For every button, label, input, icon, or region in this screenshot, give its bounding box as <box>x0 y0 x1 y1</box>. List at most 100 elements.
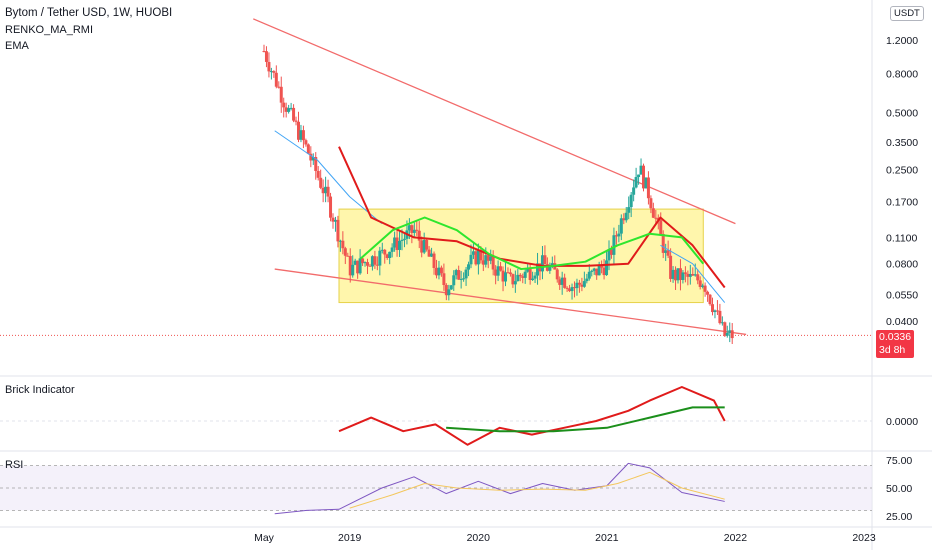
candle-body <box>605 260 609 276</box>
candle-body <box>526 268 530 272</box>
candle-body <box>390 247 394 252</box>
candle-body <box>711 304 714 313</box>
candle-body <box>343 248 347 256</box>
candle-body <box>637 174 641 178</box>
candle-body <box>471 251 475 255</box>
candle-body <box>444 285 448 296</box>
candle-body <box>688 273 692 277</box>
time-tick-label: 2021 <box>595 532 619 544</box>
candle-body <box>304 140 308 145</box>
candle-body <box>659 220 663 234</box>
candle-body <box>718 310 722 324</box>
candle-body <box>274 72 278 87</box>
candle-body <box>644 177 648 189</box>
rsi-line <box>274 462 725 515</box>
candle-body <box>469 254 473 265</box>
candle-body <box>378 250 382 266</box>
time-tick-label: 2022 <box>724 532 748 544</box>
candle-body <box>331 217 335 222</box>
candle-body <box>651 208 655 218</box>
candle-body <box>671 269 675 279</box>
candle-body <box>713 310 717 313</box>
candle-body <box>324 186 328 194</box>
candle-body <box>602 267 606 276</box>
candle-body <box>264 51 268 62</box>
brick-red-line <box>338 386 726 446</box>
candle-body <box>575 282 579 289</box>
indicator-ema-label[interactable]: EMA <box>5 40 29 52</box>
candle-body <box>661 233 665 253</box>
candle-body <box>338 240 342 242</box>
candle-body <box>698 280 702 287</box>
price-tick-label: 0.0400 <box>886 316 918 328</box>
candle-body <box>691 273 695 276</box>
candle-body <box>306 144 310 154</box>
candle-body <box>634 177 638 188</box>
brick-tick-label: 0.0000 <box>886 416 918 428</box>
candle-body <box>301 130 305 141</box>
candle-body <box>642 165 645 189</box>
candle-body <box>629 194 633 208</box>
candle-body <box>607 249 611 261</box>
candle-body <box>511 274 515 285</box>
candle-body <box>385 254 389 258</box>
candle-body <box>590 270 594 272</box>
candle-body <box>427 249 431 257</box>
candle-body <box>632 187 636 195</box>
candle-body <box>412 229 416 233</box>
candle-body <box>336 219 340 242</box>
candle-body <box>582 281 586 287</box>
candle-body <box>494 269 498 276</box>
wedge-upper-trendline <box>253 18 736 225</box>
price-tick-label: 0.1700 <box>886 196 918 208</box>
candle-body <box>612 235 616 255</box>
candle-body <box>666 250 670 256</box>
candle-body <box>518 274 522 277</box>
ema-green-line <box>359 216 705 271</box>
candle-body <box>543 255 547 265</box>
candle-body <box>452 275 456 286</box>
candle-body <box>435 267 438 276</box>
candle-body <box>548 266 552 271</box>
price-tick-label: 0.2500 <box>886 165 918 177</box>
wedge-lower-trendline <box>274 268 747 336</box>
candle-body <box>380 249 384 251</box>
candle-body <box>437 267 441 276</box>
candle-body <box>686 273 690 277</box>
candle-body <box>407 225 411 231</box>
candle-body <box>531 278 535 280</box>
candle-body <box>314 156 318 171</box>
rsi-tick-label: 50.00 <box>886 483 912 495</box>
candle-body <box>402 238 406 240</box>
candle-body <box>356 260 360 274</box>
candle-body <box>459 278 463 280</box>
candle-body <box>624 212 628 221</box>
candle-body <box>499 266 503 271</box>
price-tick-label: 0.0800 <box>886 259 918 271</box>
candle-body <box>383 249 387 255</box>
candle-body <box>536 263 540 276</box>
candle-body <box>513 281 517 285</box>
ema-blue-line <box>660 244 726 303</box>
candle-body <box>696 274 700 281</box>
candle-body <box>366 262 369 266</box>
candle-body <box>393 237 397 248</box>
candle-body <box>489 256 493 261</box>
candle-body <box>370 256 374 267</box>
candle-body <box>287 108 291 112</box>
candle-body <box>521 276 525 278</box>
candle-body <box>701 285 705 287</box>
candle-body <box>533 275 537 279</box>
indicator-renko-label[interactable]: RENKO_MA_RMI <box>5 24 94 36</box>
candle-body <box>683 272 687 274</box>
rsi-ma-line <box>349 471 725 509</box>
candle-body <box>496 266 500 276</box>
candle-body <box>568 288 572 292</box>
ema-blue-line <box>274 130 383 225</box>
currency-badge[interactable]: USDT <box>890 6 924 21</box>
price-tick-label: 0.5000 <box>886 107 918 119</box>
candle-body <box>262 51 266 53</box>
candle-body <box>415 229 419 231</box>
candle-body <box>284 107 288 112</box>
